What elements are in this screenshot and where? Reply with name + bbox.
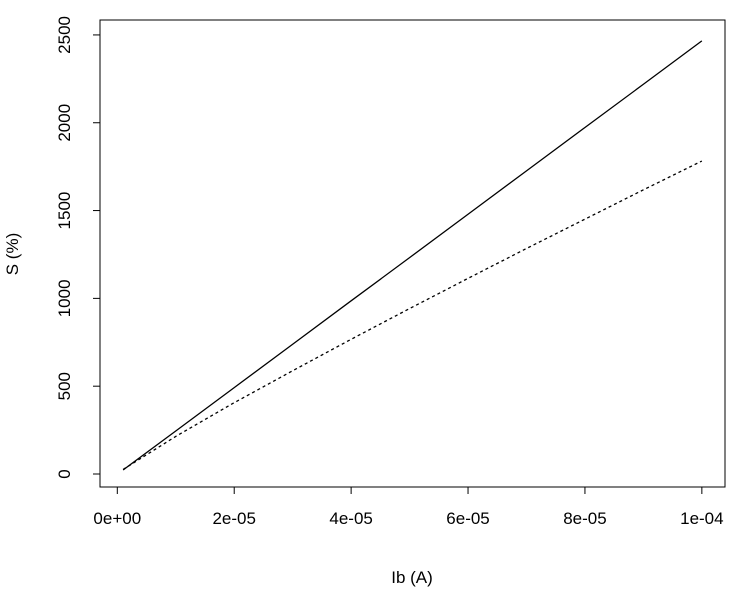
x-tick-label: 0e+00 (93, 509, 141, 528)
y-tick-label: 1500 (55, 192, 74, 230)
y-tick-label: 2500 (55, 16, 74, 54)
data-line (122, 160, 703, 470)
x-tick-label: 8e-05 (563, 509, 606, 528)
data-line (122, 40, 703, 471)
x-tick-label: 1e-04 (680, 509, 723, 528)
x-tick-label: 6e-05 (446, 509, 489, 528)
x-tick-label: 2e-05 (212, 509, 255, 528)
y-tick-label: 2000 (55, 104, 74, 142)
x-axis-label: Ib (A) (391, 568, 433, 587)
y-axis-label: S (%) (3, 233, 22, 276)
y-tick-label: 1000 (55, 279, 74, 317)
x-tick-label: 4e-05 (329, 509, 372, 528)
y-tick-label: 0 (55, 469, 74, 478)
y-tick-label: 500 (55, 372, 74, 400)
